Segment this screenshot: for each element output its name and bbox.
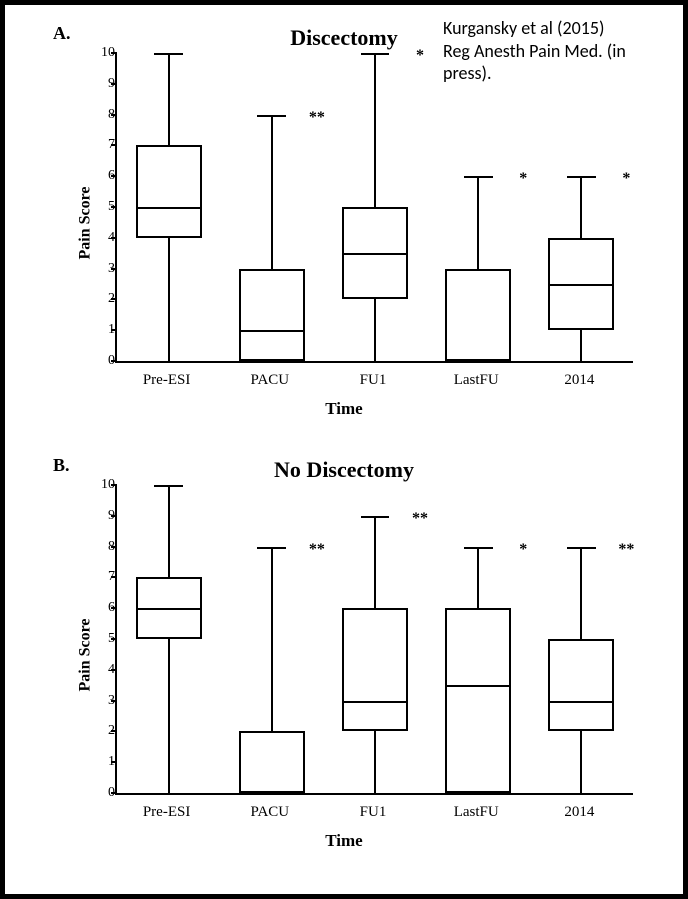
significance-marker: * bbox=[622, 170, 630, 188]
whisker-cap-top bbox=[567, 176, 596, 178]
significance-marker: * bbox=[416, 47, 424, 65]
whisker-cap-top bbox=[154, 53, 183, 55]
panel-b-ylabel: Pain Score bbox=[77, 618, 95, 691]
xtick-label: LastFU bbox=[454, 372, 499, 389]
ytick-label: 10 bbox=[97, 45, 115, 61]
significance-marker: ** bbox=[309, 109, 325, 127]
boxplot-median bbox=[445, 685, 511, 687]
whisker-cap-top bbox=[361, 516, 390, 518]
boxplot-median bbox=[342, 701, 408, 703]
ytick-label: 1 bbox=[97, 322, 115, 338]
panel-b-xlabel: Time bbox=[35, 831, 653, 851]
boxplot-box bbox=[342, 608, 408, 731]
significance-marker: ** bbox=[618, 541, 634, 559]
panel-b: B. No Discectomy Pain Score Time *******… bbox=[35, 455, 653, 855]
xtick-label: LastFU bbox=[454, 804, 499, 821]
whisker-cap-top bbox=[361, 53, 390, 55]
ytick-label: 7 bbox=[97, 569, 115, 585]
ytick-label: 3 bbox=[97, 261, 115, 277]
boxplot-median bbox=[342, 253, 408, 255]
xtick-label: Pre-ESI bbox=[143, 372, 191, 389]
ytick-label: 8 bbox=[97, 107, 115, 123]
boxplot-box bbox=[239, 269, 305, 361]
ytick-label: 1 bbox=[97, 754, 115, 770]
ytick-label: 9 bbox=[97, 508, 115, 524]
xtick-label: Pre-ESI bbox=[143, 804, 191, 821]
boxplot-box bbox=[548, 639, 614, 731]
significance-marker: * bbox=[519, 170, 527, 188]
boxplot-median bbox=[136, 608, 202, 610]
significance-marker: ** bbox=[412, 510, 428, 528]
ytick-label: 5 bbox=[97, 199, 115, 215]
boxplot-box bbox=[445, 269, 511, 361]
xtick-label: 2014 bbox=[564, 804, 594, 821]
whisker-cap-top bbox=[257, 115, 286, 117]
boxplot-box bbox=[136, 145, 202, 237]
ytick-label: 6 bbox=[97, 600, 115, 616]
whisker-cap-top bbox=[154, 485, 183, 487]
ytick-label: 0 bbox=[97, 785, 115, 801]
ytick-label: 10 bbox=[97, 477, 115, 493]
xtick-label: PACU bbox=[250, 372, 289, 389]
ytick-label: 2 bbox=[97, 723, 115, 739]
ytick-label: 9 bbox=[97, 76, 115, 92]
xtick-label: FU1 bbox=[360, 372, 387, 389]
panel-a: A. Discectomy Pain Score Time ***** 0123… bbox=[35, 23, 653, 423]
xtick-label: FU1 bbox=[360, 804, 387, 821]
boxplot-median bbox=[239, 330, 305, 332]
whisker-line bbox=[168, 485, 170, 793]
panel-b-title: No Discectomy bbox=[35, 457, 653, 483]
boxplot-median bbox=[136, 207, 202, 209]
boxplot-median bbox=[548, 701, 614, 703]
boxplot-box bbox=[239, 731, 305, 793]
panel-a-plot: ***** bbox=[115, 53, 633, 363]
ytick-label: 4 bbox=[97, 230, 115, 246]
ytick-label: 0 bbox=[97, 353, 115, 369]
panel-a-title: Discectomy bbox=[35, 25, 653, 51]
ytick-label: 8 bbox=[97, 539, 115, 555]
panel-b-plot: ******* bbox=[115, 485, 633, 795]
xtick-label: 2014 bbox=[564, 372, 594, 389]
ytick-label: 2 bbox=[97, 291, 115, 307]
boxplot-box bbox=[445, 608, 511, 793]
significance-marker: * bbox=[519, 541, 527, 559]
whisker-cap-top bbox=[464, 547, 493, 549]
panel-a-xlabel: Time bbox=[35, 399, 653, 419]
whisker-cap-top bbox=[464, 176, 493, 178]
panel-a-ylabel: Pain Score bbox=[77, 186, 95, 259]
ytick-label: 5 bbox=[97, 631, 115, 647]
ytick-label: 7 bbox=[97, 137, 115, 153]
ytick-label: 4 bbox=[97, 662, 115, 678]
whisker-cap-top bbox=[567, 547, 596, 549]
boxplot-median bbox=[548, 284, 614, 286]
whisker-cap-top bbox=[257, 547, 286, 549]
ytick-label: 3 bbox=[97, 693, 115, 709]
significance-marker: ** bbox=[309, 541, 325, 559]
xtick-label: PACU bbox=[250, 804, 289, 821]
figure-frame: Kurgansky et al (2015) Reg Anesth Pain M… bbox=[0, 0, 688, 899]
ytick-label: 6 bbox=[97, 168, 115, 184]
